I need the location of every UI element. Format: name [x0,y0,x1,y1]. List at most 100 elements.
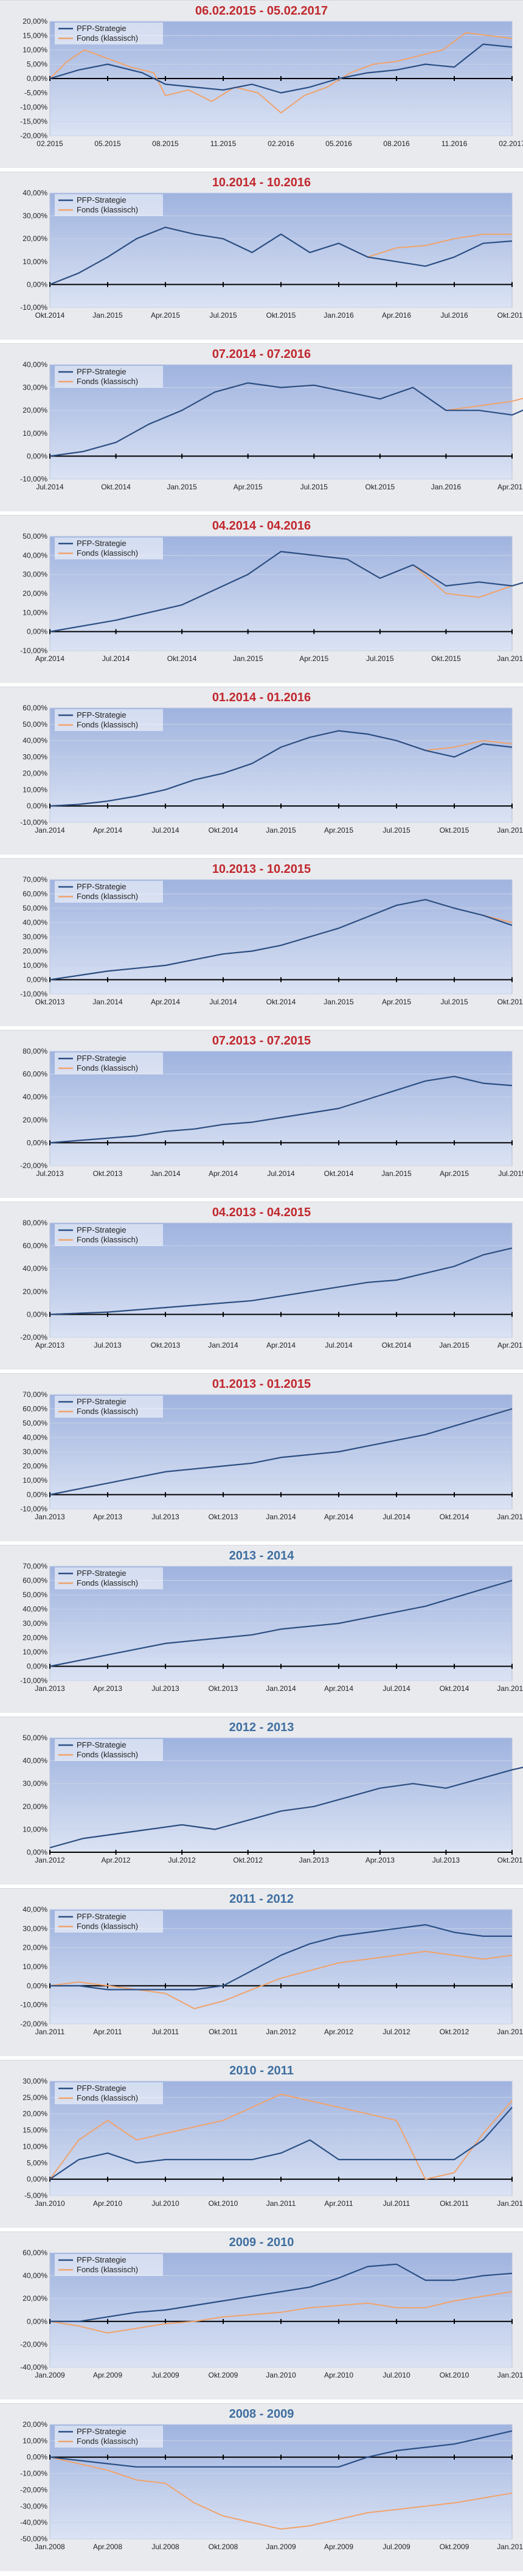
pfp-series-line [49,226,513,285]
line-chart: 20,00% 15,00% 10,00% 5,00% 0,00% -5,00% -10,00… [20,17,523,148]
x-tick-label: Jan.2009 [35,2371,65,2379]
fonds-series-line [49,2456,513,2530]
x-tick-label: Jan.2011 [497,2371,523,2379]
x-tick-label: Apr.2013 [35,1341,64,1349]
x-tick-label: Apr.2012 [102,1856,131,1864]
y-tick-label: 60,00% [23,704,47,712]
x-tick-label: Apr.2014 [324,1513,353,1521]
x-tick-label: Okt.2013 [209,1513,238,1521]
y-tick-label: -10,00% [20,990,47,998]
y-tick-label: 20,00% [23,234,47,243]
fonds-legend-label: Fonds (klassisch) [77,2437,138,2446]
y-tick-label: 10,00% [23,2437,47,2445]
x-tick-label: Jan.2016 [324,311,354,320]
x-tick-label: 08.2015 [152,139,179,148]
x-tick-label: Jan.2014 [92,998,123,1006]
x-tick-label: Jul.2010 [383,2371,410,2379]
x-tick-label: Okt.2014 [167,654,197,663]
y-tick-label: 40,00% [23,1433,47,1442]
y-tick-label: 40,00% [23,1605,47,1614]
chart-panel: 2012 - 2013 50,00% 40,00% 30,00% 20,00% 10,00… [0,1717,523,1885]
chart-title: 2013 - 2014 [229,1549,294,1563]
x-tick-label: Jul.2015 [209,311,237,320]
x-tick-label: Okt.2015 [431,654,461,663]
x-tick-label: Jan.2012 [266,2028,296,2036]
y-tick-label: -10,00% [20,818,47,827]
y-tick-label: 0,00% [27,2453,47,2462]
chart-title: 06.02.2015 - 05.02.2017 [195,4,328,18]
y-tick-label: -10,00% [20,1676,47,1685]
x-tick-label: Jul.2012 [168,1856,196,1864]
x-tick-label: 05.2016 [325,139,352,148]
pfp-legend-label: PFP-Strategie [77,1569,126,1578]
y-tick-label: 10,00% [23,961,47,970]
x-tick-label: Jan.2008 [35,2543,65,2551]
x-tick-label: Jan.2014 [150,1169,181,1178]
chart-title: 10.2014 - 10.2016 [212,176,311,189]
y-tick-label: 30,00% [23,2077,47,2085]
chart-panel: 07.2014 - 07.2016 40,00% 30,00% 20,00% 10,00… [0,343,523,511]
x-tick-label: Jul.2009 [383,2543,410,2551]
x-tick-label: Jan.2015 [497,1513,523,1521]
y-tick-label: 20,00% [23,947,47,956]
line-chart: 80,00%60,00%40,00%20,00%0,00%-20,00%Jul.… [20,1047,523,1178]
chart-title: 07.2014 - 07.2016 [212,348,311,361]
pfp-series-line [49,898,513,981]
pfp-legend-label: PFP-Strategie [77,2084,126,2093]
x-tick-label: Jul.2014 [102,654,130,663]
y-tick-label: 50,00% [23,1734,47,1742]
y-tick-label: 30,00% [23,383,47,392]
x-tick-label: Jul.2015 [300,483,328,491]
x-tick-label: Jul.2014 [209,998,237,1006]
y-tick-label: 10,00% [23,608,47,617]
x-tick-label: Jan.2010 [266,2371,296,2379]
y-tick-label: 20,00% [23,406,47,415]
pfp-series-line [49,730,513,807]
x-tick-label: Apr.2015 [497,1341,523,1349]
pfp-legend-label: PFP-Strategie [77,2255,126,2264]
y-tick-label: -10,00% [20,303,47,312]
chart-title: 2011 - 2012 [229,1892,294,1906]
y-tick-label: -50,00% [20,2535,47,2543]
x-tick-label: Jan.2009 [266,2543,296,2551]
y-tick-label: 0,00% [27,2175,47,2183]
fonds-series-line [49,2093,513,2180]
x-tick-label: Apr.2008 [93,2543,122,2551]
y-tick-label: 20,00% [23,1287,47,1296]
x-tick-label: Apr.2013 [93,1684,122,1693]
y-tick-label: 50,00% [23,904,47,912]
x-tick-label: Jan.2015 [167,483,197,491]
x-tick-label: Okt.2008 [209,2543,238,2551]
y-tick-label: 5,00% [27,2158,47,2167]
y-tick-label: 40,00% [23,1264,47,1273]
y-tick-label: 50,00% [23,720,47,729]
line-chart: 70,00% 60,00% 50,00% 40,00% 30,00% 20,00% 10,0… [20,1390,523,1521]
x-tick-label: 08.2016 [383,139,410,148]
x-tick-label: Okt.2014 [266,998,296,1006]
x-tick-label: Jan.2014 [266,1684,296,1693]
pfp-legend-label: PFP-Strategie [77,1054,126,1063]
x-tick-label: Okt.2014 [440,1513,469,1521]
fonds-legend-label: Fonds (klassisch) [77,720,138,729]
pfp-legend-label: PFP-Strategie [77,2427,126,2436]
chart-title: 04.2014 - 04.2016 [212,519,311,533]
pfp-series-line [49,1766,523,1849]
chart-title: 07.2013 - 07.2015 [212,1034,311,1048]
y-tick-label: 0,00% [27,1662,47,1671]
x-tick-label: Apr.2011 [93,2028,122,2036]
y-tick-label: 40,00% [23,551,47,559]
x-tick-label: Jan.2013 [299,1856,330,1864]
x-tick-label: Jul.2009 [151,2371,179,2379]
x-tick-label: Jan.2014 [35,826,65,835]
x-tick-label: Jul.2013 [36,1169,64,1178]
x-tick-label: Okt.2011 [440,2199,469,2208]
x-tick-label: Jul.2011 [152,2028,179,2036]
